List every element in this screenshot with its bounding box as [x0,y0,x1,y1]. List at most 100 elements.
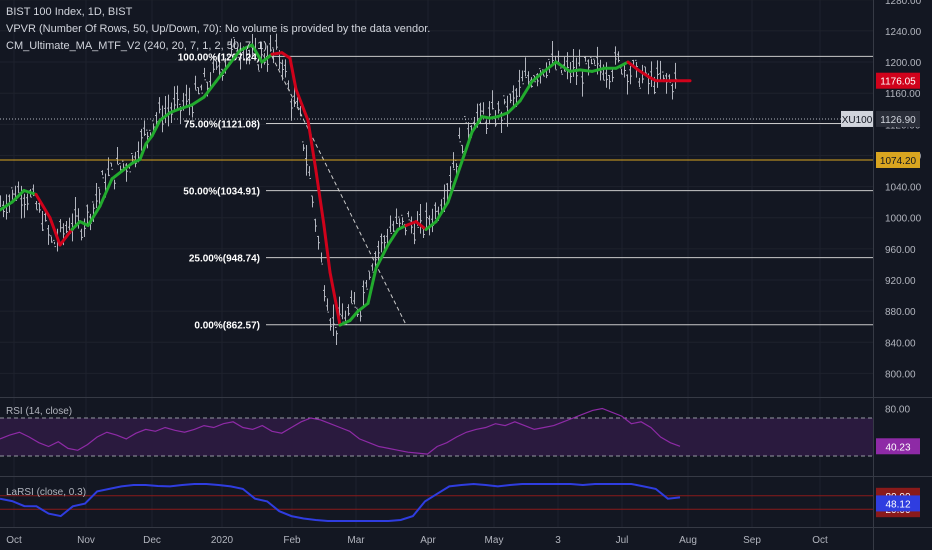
header-vpvr: VPVR (Number Of Rows, 50, Up/Down, 70): … [6,23,431,35]
rsi-last-label: 40.23 [885,442,910,453]
ma-segment [414,220,428,231]
x-tick-label: Nov [77,535,95,546]
ma-segment [462,130,474,157]
price-label-ma: 1176.05 [880,77,916,88]
ma-segment [590,66,606,73]
ma-segment [48,216,62,247]
ma-segment [144,134,154,146]
price-label-ma-bg [876,72,920,89]
ma-segment [70,220,82,231]
x-tick-label: Dec [143,535,161,546]
ma-segment [22,189,38,196]
ma-segment [568,68,582,73]
fib-level-label: 50.00%(1034.91) [183,187,260,198]
ma-segment [518,80,534,103]
symbol-tag: XU100 [842,115,873,126]
symbol-tag-bg [841,110,873,127]
larsi-title: LaRSI (close, 0.3) [6,487,87,498]
y-tick-label: 960.00 [885,245,916,256]
y-tick-label: 840.00 [885,338,916,349]
ma-segment [0,200,14,212]
ma-segment [190,95,206,107]
x-tick-label: Sep [743,535,761,546]
fib-level-label: 0.00%(862.57) [194,321,260,332]
ma-segment [366,266,378,305]
larsi-last-bg [876,495,920,512]
y-tick-label: 1280.00 [885,0,922,7]
ma-segment [334,301,342,327]
ma-segment [86,204,102,228]
ma-segment [110,169,124,181]
ma-segment [328,270,338,305]
larsi-last-label: 48.12 [885,499,910,510]
ma-segment [10,189,26,204]
ma-segment [58,227,74,247]
ma-segment [150,118,162,138]
ma-segment [238,43,254,52]
larsi-line [0,482,681,522]
ma-segment [202,80,218,99]
x-tick-label: Jul [616,535,629,546]
price-label-gold: 1074.20 [880,156,917,167]
x-tick-label: May [485,535,504,546]
ma-segment [554,60,572,73]
ma-segment [614,60,630,70]
ma-segment [434,200,450,224]
rsi-last-bg [876,438,920,455]
price-label-gold-bg [876,151,920,168]
rsi-tick-label: 80.00 [885,405,910,416]
x-tick-label: Feb [283,535,301,546]
rsi-line [0,407,681,455]
y-tick-label: 1000.00 [885,214,922,225]
ma-segment [178,103,194,111]
y-tick-label: 1240.00 [885,27,922,38]
ma-segment [386,227,400,247]
y-tick-label: 1160.00 [885,89,921,100]
ma-segment [294,87,304,107]
ma-segment [454,153,466,181]
x-tick-label: 2020 [211,535,234,546]
ma-segment [270,51,284,56]
ma-segment [214,64,230,84]
x-tick-label: Apr [420,535,436,546]
ma-segment [226,48,242,68]
y-tick-label: 800.00 [885,369,916,380]
y-tick-label: 1040.00 [885,183,922,194]
ma-segment [374,243,390,270]
x-tick-label: Aug [679,535,697,546]
ma-segment [300,103,310,122]
x-tick-label: Mar [347,535,365,546]
ma-segment [404,220,418,228]
ma-segment [542,60,558,73]
rsi-band-fill [0,418,873,456]
y-tick-label: 920.00 [885,276,916,287]
header-ma: CM_Ultimate_MA_MTF_V2 (240, 20, 7, 1, 2,… [6,40,268,52]
ma-segment [250,43,264,64]
x-tick-label: Oct [6,535,22,546]
ma-segment [98,177,114,208]
ma-segment [260,52,274,64]
ma-segment [314,169,326,228]
ma-segment [446,177,458,204]
ma-segment [34,192,52,220]
ma-segment [506,99,522,115]
header-symbol: BIST 100 Index, 1D, BIST [6,6,133,18]
fib-level-label: 25.00%(948.74) [189,254,260,265]
price-label-last: 1126.90 [880,115,916,126]
fib-trend-line [271,56,407,325]
ma-segment [120,161,134,173]
ma-segment [168,107,182,115]
ma-segment [306,118,318,173]
ma-segment [424,220,438,231]
ma-segment [496,111,510,119]
ma-segment [138,142,148,161]
fib-level-label: 100.00%(1207.24) [178,52,260,63]
ma-segment [578,68,594,73]
fib-level-label: 75.00%(1121.08) [184,119,260,130]
ma-segment [530,69,546,84]
ma-segment [158,111,172,122]
x-tick-label: Oct [812,535,828,546]
ma-segment [356,301,370,313]
